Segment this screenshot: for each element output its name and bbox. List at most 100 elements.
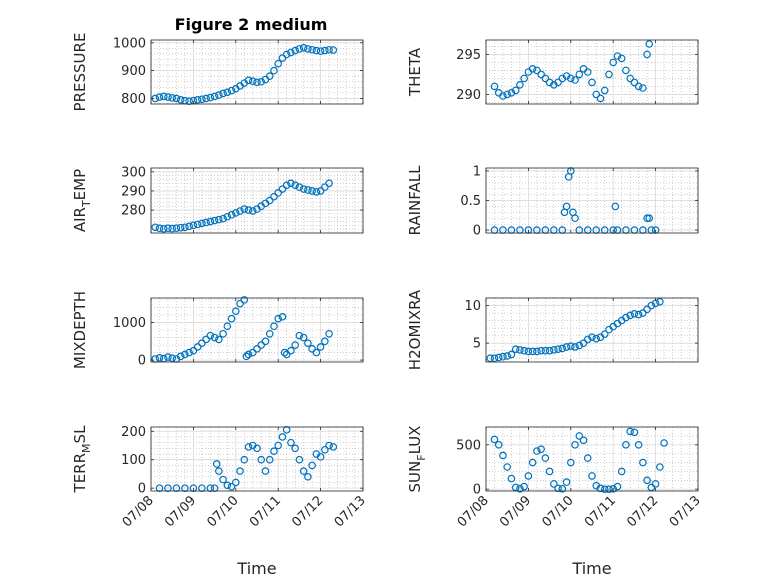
data-point: [325, 45, 333, 54]
data-point: [287, 438, 295, 447]
data-point: [299, 185, 308, 193]
y-tick-label: 290: [456, 88, 481, 103]
data-point: [626, 74, 634, 83]
data-point: [575, 70, 584, 79]
data-series: [490, 427, 668, 494]
y-tick-label: 280: [121, 204, 146, 219]
data-point: [516, 484, 524, 493]
data-point: [545, 78, 554, 87]
data-point: [244, 350, 253, 359]
figure-title: Figure 2 medium: [175, 15, 328, 34]
data-point: [503, 463, 512, 471]
data-point: [172, 94, 181, 103]
data-point: [219, 329, 227, 338]
data-point: [639, 309, 647, 317]
data-point: [295, 45, 304, 53]
data-point: [592, 334, 601, 343]
data-point: [210, 333, 219, 342]
data-point: [219, 214, 227, 223]
data-point: [516, 346, 524, 354]
data-point: [494, 440, 503, 449]
data-point: [257, 455, 266, 464]
data-point: [528, 458, 537, 467]
data-point: [176, 96, 185, 104]
y-axis-label-text: PRESSURE: [71, 33, 89, 112]
data-point: [215, 467, 223, 475]
data-point: [304, 472, 312, 481]
data-point: [210, 216, 219, 225]
data-point: [244, 206, 253, 214]
data-point: [600, 330, 609, 338]
data-point: [600, 485, 609, 494]
data-series: [151, 43, 338, 106]
data-point: [295, 183, 304, 191]
data-point: [605, 70, 613, 79]
data-point: [198, 219, 206, 228]
data-point: [181, 223, 189, 232]
data-point: [550, 346, 558, 354]
data-point: [571, 214, 579, 223]
data-point: [291, 46, 299, 55]
data-point: [193, 220, 202, 229]
data-point: [164, 93, 172, 101]
data-point: [503, 352, 512, 360]
data-series: [490, 40, 654, 103]
data-point: [278, 185, 287, 193]
data-point: [541, 346, 550, 355]
data-point: [554, 484, 562, 493]
data-point: [507, 89, 516, 97]
data-point: [583, 335, 592, 344]
data-point: [609, 58, 618, 67]
data-point: [168, 354, 177, 363]
data-point: [566, 74, 575, 83]
data-point: [240, 455, 249, 464]
subplot-row3-right: 5 10 H2OMIXRA: [406, 289, 699, 370]
y-axis-label-text: AIR: [71, 207, 89, 232]
data-point: [206, 93, 215, 102]
data-series: [155, 426, 338, 492]
data-point: [265, 329, 274, 338]
data-point: [571, 440, 579, 449]
data-point: [651, 480, 660, 488]
subplot-row2-left: 280 290 300 AIRTEMP: [71, 165, 364, 234]
y-tick-label: 295: [456, 48, 481, 63]
data-point: [643, 476, 651, 485]
x-axis-label: Time: [571, 559, 611, 578]
y-tick-label: 300: [121, 165, 146, 180]
data-point: [533, 447, 541, 455]
data-point: [550, 81, 558, 89]
data-point: [566, 458, 575, 467]
data-point: [656, 297, 664, 306]
subplot-row2-right: 0 0.5 1 RAINFALL: [406, 164, 699, 239]
data-point: [486, 354, 495, 363]
data-point: [656, 463, 664, 471]
data-series: [486, 297, 664, 363]
data-point: [295, 455, 304, 464]
data-point: [185, 348, 193, 357]
data-point: [562, 202, 571, 211]
data-point: [159, 224, 168, 233]
y-axis-label: H2OMIXRA: [406, 289, 424, 370]
grid-lines: [150, 427, 364, 491]
data-point: [579, 339, 588, 347]
subplot-row1-right: 290 295 THETA: [406, 39, 699, 105]
y-axis-label: AIRTEMP: [71, 169, 93, 232]
data-point: [524, 472, 533, 480]
data-point: [215, 335, 223, 344]
data-point: [605, 485, 613, 494]
data-point: [321, 46, 329, 55]
subplot-row1-left: 800 900 1000 PRESSURE: [71, 33, 364, 112]
y-tick-label: 900: [121, 64, 146, 79]
data-point: [232, 307, 240, 315]
data-point: [550, 480, 558, 488]
data-point: [554, 78, 562, 87]
axes-frame: [485, 39, 699, 105]
data-point: [583, 454, 592, 462]
data-point: [244, 443, 253, 451]
plot-area: [151, 427, 363, 491]
data-point: [193, 96, 202, 104]
data-point: [291, 341, 299, 349]
data-point: [329, 46, 338, 54]
data-point: [202, 335, 210, 344]
data-point: [248, 77, 257, 85]
